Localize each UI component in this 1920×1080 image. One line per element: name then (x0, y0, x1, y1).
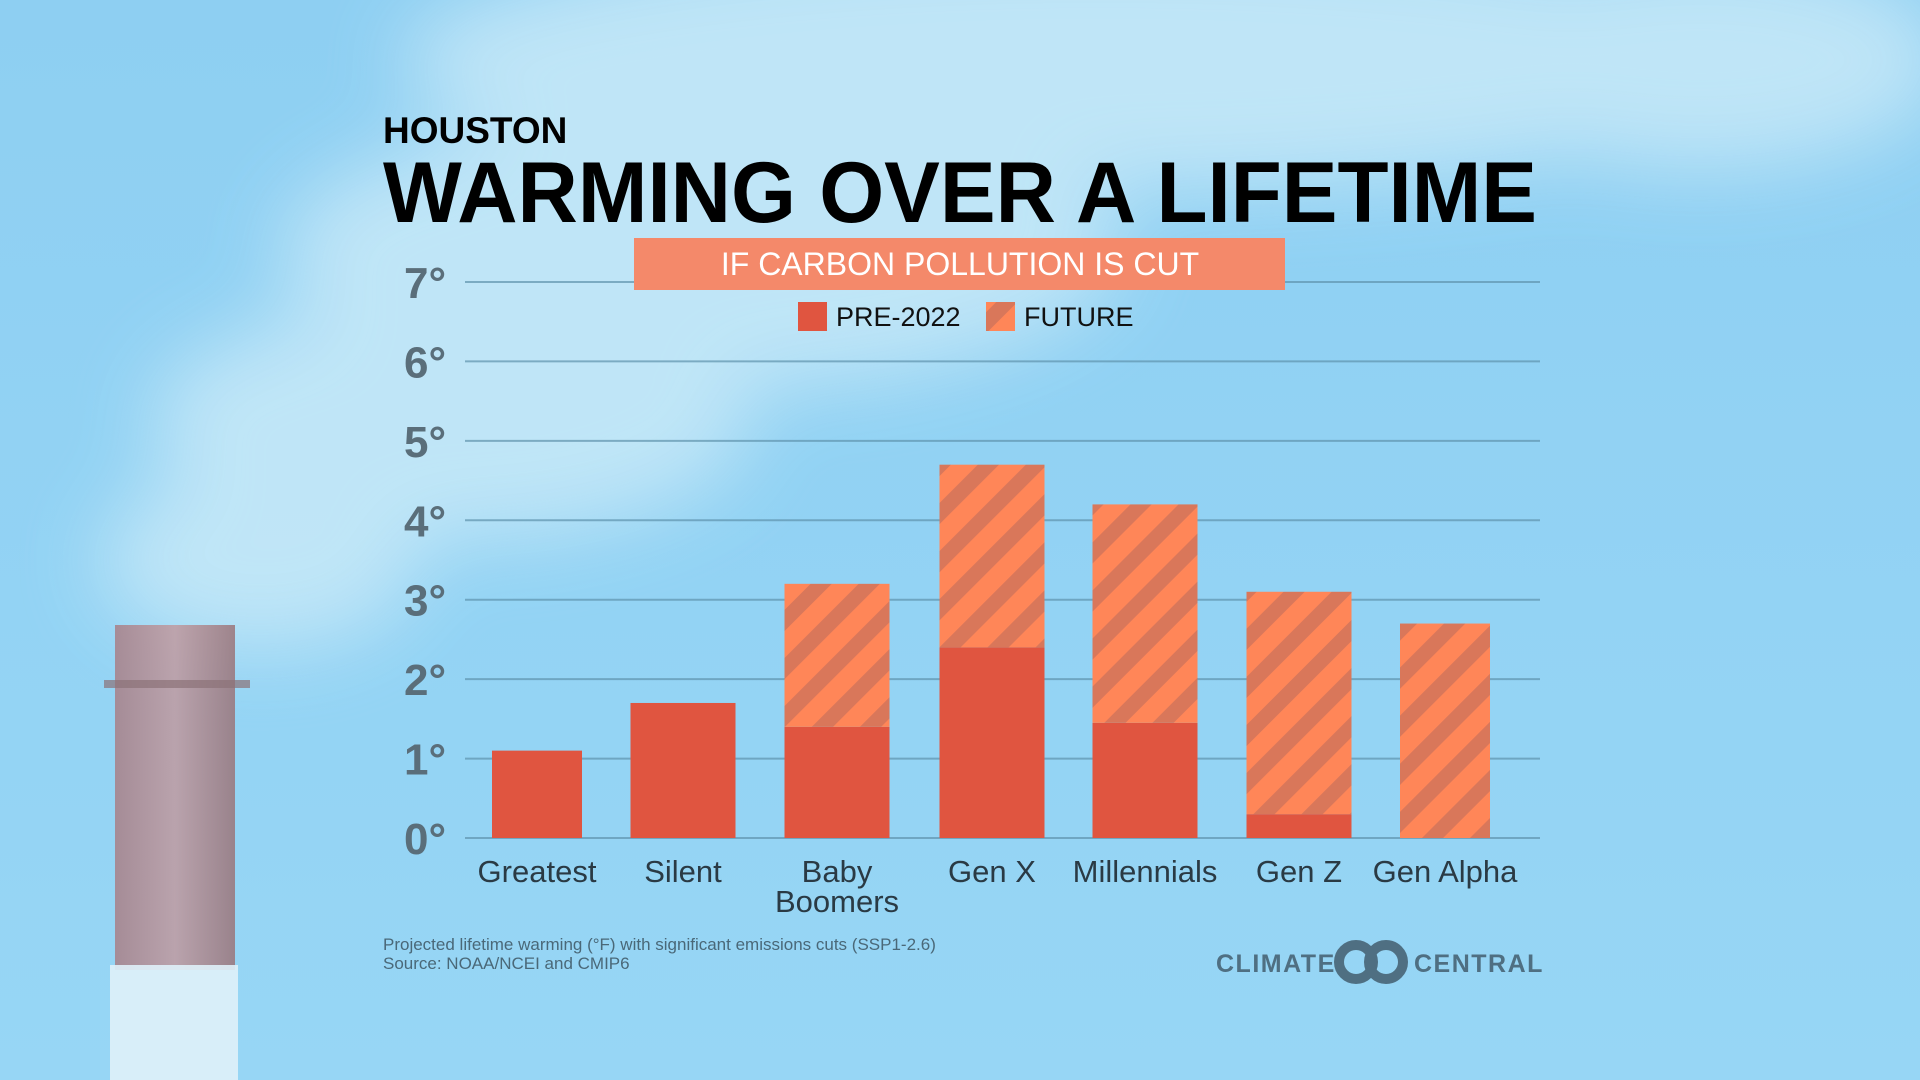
y-tick-label: 7° (404, 259, 446, 308)
y-tick-label: 6° (404, 338, 446, 387)
footnote-source: Source: NOAA/NCEI and CMIP6 (383, 954, 630, 973)
x-tick-label: Silent (644, 854, 722, 889)
bar-pre-2022 (1246, 814, 1352, 838)
bar-future (1092, 504, 1198, 723)
footnote-description: Projected lifetime warming (°F) with sig… (383, 935, 936, 954)
legend-label-pre-2022: PRE-2022 (836, 302, 961, 332)
x-tick-label: Gen X (948, 854, 1036, 889)
legend-label-future: FUTURE (1024, 302, 1134, 332)
bar-pre-2022 (784, 726, 890, 838)
climate-central-logo: CLIMATE CENTRAL (1216, 940, 1544, 984)
smoke-cloud (100, 0, 1920, 650)
chart-title: WARMING OVER A LIFETIME (383, 145, 1537, 241)
logo-text-left: CLIMATE (1216, 950, 1336, 978)
legend: PRE-2022 FUTURE (798, 302, 1134, 332)
y-tick-label: 0° (404, 815, 446, 864)
bar-pre-2022 (939, 647, 1045, 838)
x-tick-label: Boomers (775, 884, 899, 919)
bar-future (1400, 623, 1490, 838)
city-label: HOUSTON (383, 110, 567, 151)
bar-future (784, 583, 890, 727)
y-tick-label: 2° (404, 656, 446, 705)
bar-future (939, 464, 1045, 648)
bar-pre-2022 (1092, 722, 1198, 838)
y-tick-label: 4° (404, 497, 446, 546)
x-tick-label: Millennials (1073, 854, 1218, 889)
y-tick-label: 1° (404, 736, 446, 785)
legend-swatch-pre-2022 (798, 302, 827, 331)
bar-pre-2022 (492, 750, 582, 838)
smokestack (104, 625, 250, 1080)
logo-ring-icon (1364, 940, 1408, 984)
y-tick-label: 5° (404, 418, 446, 467)
bar-future (1246, 591, 1352, 815)
y-tick-label: 3° (404, 577, 446, 626)
bar-pre-2022 (630, 702, 736, 838)
x-tick-label: Greatest (478, 854, 597, 889)
logo-text-right: CENTRAL (1414, 950, 1544, 978)
bars (492, 464, 1490, 838)
subtitle-banner (634, 238, 1285, 290)
x-tick-label: Baby (802, 854, 873, 889)
x-tick-label: Gen Z (1256, 854, 1342, 889)
y-axis: 0° 1° 2° 3° 4° 5° 6° 7° (404, 259, 446, 864)
x-tick-label: Gen Alpha (1373, 854, 1519, 889)
chart-subtitle: IF CARBON POLLUTION IS CUT (721, 246, 1199, 282)
legend-swatch-future (986, 302, 1015, 331)
